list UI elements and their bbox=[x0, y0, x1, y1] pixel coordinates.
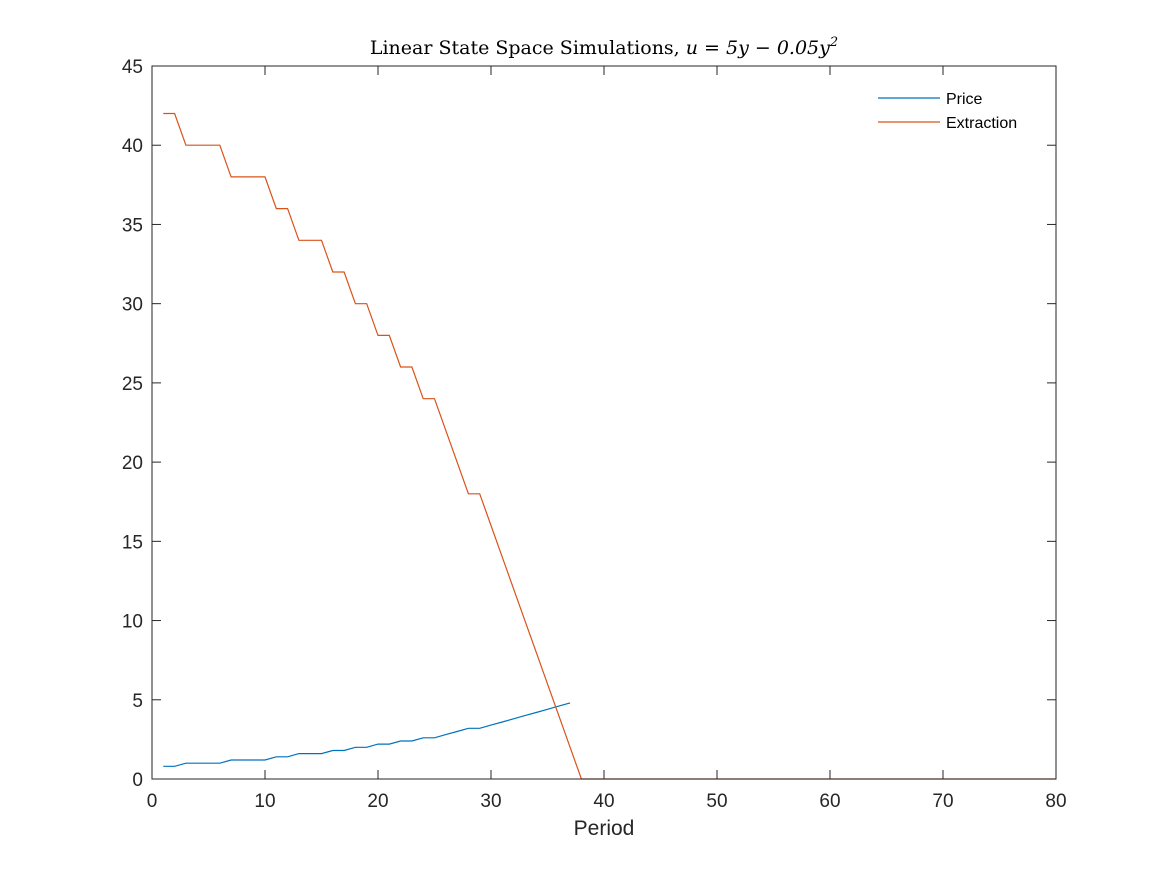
y-tick-label: 5 bbox=[132, 691, 143, 712]
y-tick-label: 0 bbox=[132, 770, 143, 791]
legend-label: Extraction bbox=[946, 115, 1017, 132]
x-tick-label: 40 bbox=[593, 791, 614, 812]
chart-title-math: u = 5y − 0.05y bbox=[686, 37, 830, 59]
y-tick-label: 35 bbox=[122, 215, 143, 236]
y-tick-label: 45 bbox=[122, 57, 143, 78]
x-tick-label: 10 bbox=[254, 791, 275, 812]
y-tick-label: 15 bbox=[122, 532, 143, 553]
x-tick-label: 70 bbox=[932, 791, 953, 812]
chart-title-prefix: Linear State Space Simulations, bbox=[370, 37, 686, 59]
x-tick-label: 60 bbox=[819, 791, 840, 812]
plot-area-frame bbox=[151, 65, 1057, 780]
series-line-extraction bbox=[163, 112, 1056, 780]
y-tick-label: 30 bbox=[122, 295, 143, 316]
chart-title: Linear State Space Simulations, u = 5y −… bbox=[370, 35, 838, 59]
legend-label: Price bbox=[946, 91, 983, 108]
series-line-price bbox=[163, 702, 571, 767]
x-axis-label: Period bbox=[574, 817, 635, 840]
chart-title-exponent: 2 bbox=[829, 35, 838, 50]
series-layer bbox=[163, 112, 1056, 780]
x-tick-label: 20 bbox=[367, 791, 388, 812]
x-tick-label: 0 bbox=[147, 791, 158, 812]
axis-ticks: 0 10 20 30 40 50 60 70 80 0 5 10 15 20 25 30 35 40 45 bbox=[122, 57, 1067, 812]
x-tick-label: 80 bbox=[1045, 791, 1066, 812]
legend: Price Extraction bbox=[878, 91, 1017, 132]
x-tick-label: 50 bbox=[706, 791, 727, 812]
x-tick-label: 30 bbox=[480, 791, 501, 812]
y-tick-label: 10 bbox=[122, 612, 143, 633]
y-tick-label: 20 bbox=[122, 453, 143, 474]
y-tick-label: 40 bbox=[122, 136, 143, 157]
y-tick-label: 25 bbox=[122, 374, 143, 395]
